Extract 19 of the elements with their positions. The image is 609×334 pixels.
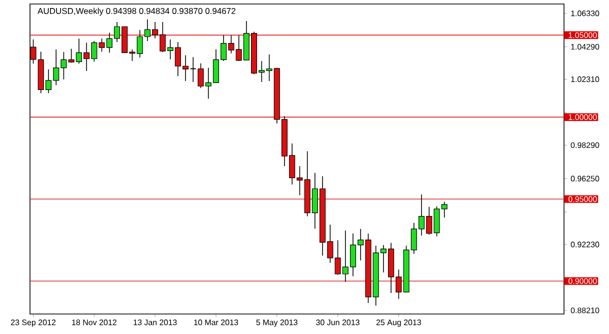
x-tick-label: 5 May 2013 <box>256 320 298 327</box>
x-tick-label: 30 Jun 2013 <box>316 320 360 326</box>
y-tick-label: 1.06330 <box>571 10 600 16</box>
y-tick-label: 0.88210 <box>570 308 600 314</box>
x-tick-label: 23 Sep 2012 <box>10 320 56 327</box>
x-tick-label: 18 Nov 2012 <box>72 320 116 326</box>
y-tick-label: 0.98290 <box>570 142 600 148</box>
x-tick-label: 25 Aug 2013 <box>376 320 422 327</box>
y-tick-label: 0.96250 <box>570 176 600 182</box>
y-tick-label: 1.04290 <box>571 44 600 50</box>
y-tick-label: 1.02310 <box>571 76 600 82</box>
ref-line-label: 1.00000 <box>568 114 597 120</box>
ref-line-label: 0.95000 <box>568 196 597 202</box>
x-tick-label: 10 Mar 2013 <box>194 320 238 326</box>
ref-line-label: 1.05000 <box>568 32 597 38</box>
y-tick-label: 0.92230 <box>570 242 600 248</box>
x-tick-label: 13 Jan 2013 <box>134 320 177 326</box>
chart-title: AUDUSD,Weekly 0.94398 0.94834 0.93870 0.94672 <box>38 8 236 16</box>
ref-line-label: 0.90000 <box>568 278 597 284</box>
